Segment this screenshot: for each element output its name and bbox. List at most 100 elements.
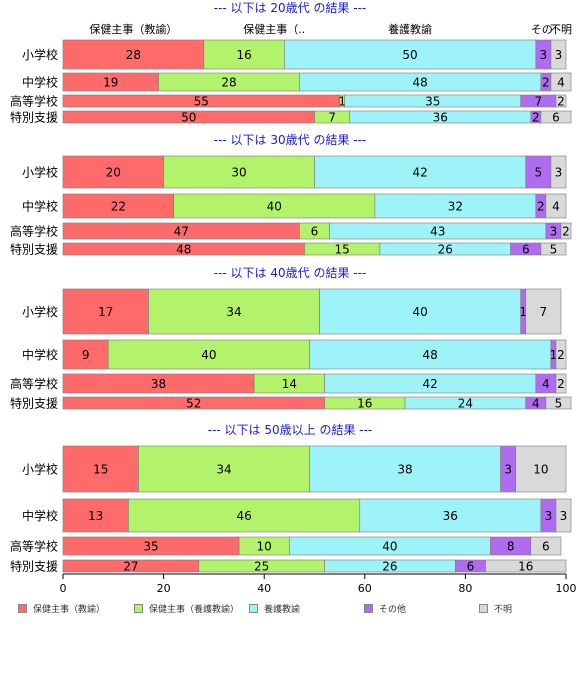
data-label: 10: [257, 540, 272, 554]
bar-segment: [560, 222, 572, 240]
data-label: 9: [82, 348, 90, 362]
data-label: 24: [458, 397, 473, 411]
category-label: 中学校: [22, 75, 58, 90]
bar-segment: [62, 498, 129, 533]
data-label: 3: [560, 509, 568, 523]
legend-swatch: [249, 604, 258, 613]
data-label: 40: [267, 200, 282, 214]
data-label: 35: [143, 540, 158, 554]
bar-segment: [555, 339, 567, 370]
bar-segment: [309, 445, 501, 493]
legend-item-kyoyu: 保健主事（教諭）: [18, 602, 105, 615]
data-label: 26: [382, 560, 397, 574]
x-tick-label: 40: [257, 582, 271, 595]
bar-segment: [545, 396, 572, 410]
data-label: 28: [221, 76, 236, 90]
data-label: 3: [555, 166, 563, 180]
bar-segment: [540, 110, 572, 124]
data-label: 15: [93, 463, 108, 477]
data-label: 30: [231, 166, 246, 180]
data-label: 4: [542, 377, 550, 391]
bar-segment: [485, 559, 567, 573]
data-label: 25: [254, 560, 269, 574]
category-label: 高等学校: [10, 94, 58, 109]
bar-segment: [555, 94, 567, 108]
data-label: 4: [557, 76, 565, 90]
data-label: 48: [176, 243, 191, 257]
data-label: 2: [542, 76, 550, 90]
data-label: 17: [98, 305, 113, 319]
data-label: 32: [448, 200, 463, 214]
category-label: 小学校: [22, 462, 58, 477]
data-label: 4: [532, 397, 540, 411]
category-label: 高等学校: [10, 539, 58, 554]
data-label: 50: [402, 48, 417, 62]
data-label: 19: [103, 76, 118, 90]
category-label: 特別支援: [10, 396, 58, 411]
bar-segment: [173, 193, 376, 219]
data-label: 34: [226, 305, 241, 319]
data-label: 16: [518, 560, 533, 574]
data-label: 2: [532, 111, 540, 125]
data-label: 48: [423, 348, 438, 362]
data-label: 35: [425, 95, 440, 109]
legend-label: 不明: [494, 605, 513, 615]
bar-segment: [107, 339, 310, 370]
bar-segment: [530, 536, 562, 556]
category-label: 小学校: [22, 47, 58, 62]
panel-title: --- 以下は 30歳代 の結果 ---: [214, 133, 367, 147]
data-label: 5: [550, 243, 558, 257]
data-label: 55: [194, 95, 209, 109]
x-tick-label: 100: [556, 582, 577, 595]
category-label: 中学校: [22, 508, 58, 523]
panel-title: --- 以下は 20歳代 の結果 ---: [214, 1, 367, 15]
column-header: 保健主事（教諭）: [89, 22, 177, 36]
column-header: 保健主事（..: [243, 22, 305, 36]
category-label: 高等学校: [10, 376, 58, 391]
bar-segment: [515, 445, 567, 493]
x-tick-label: 60: [358, 582, 372, 595]
column-header: 不明: [550, 23, 572, 36]
data-label: 2: [562, 225, 570, 239]
bar-segment: [62, 339, 109, 370]
data-label: 10: [533, 463, 548, 477]
data-label: 3: [540, 48, 548, 62]
data-label: 15: [335, 243, 350, 257]
legend: 保健主事（教諭） 保健主事（養護教諭） 養護教諭 その他 不明: [18, 602, 578, 618]
data-label: 27: [123, 560, 138, 574]
data-label: 7: [540, 305, 548, 319]
bar-segment: [138, 445, 310, 493]
data-label: 36: [433, 111, 448, 125]
data-label: 14: [282, 377, 297, 391]
data-label: 48: [412, 76, 427, 90]
bar-segment: [309, 339, 552, 370]
data-label: 8: [507, 540, 515, 554]
data-label: 40: [201, 348, 216, 362]
category-label: 高等学校: [10, 224, 58, 239]
legend-label: 保健主事（教諭）: [33, 605, 106, 615]
bar-segment: [203, 39, 285, 70]
data-label: 26: [438, 243, 453, 257]
data-label: 1: [550, 348, 558, 362]
data-label: 22: [111, 200, 126, 214]
panel-title: --- 以下は 40歳代 の結果 ---: [214, 266, 367, 280]
x-tick-label: 20: [157, 582, 171, 595]
category-label: 小学校: [22, 304, 58, 319]
legend-swatch: [364, 604, 373, 613]
bar-segment: [555, 373, 567, 394]
legend-item-other: その他: [364, 602, 406, 615]
data-label: 1: [519, 305, 527, 319]
bar-segment: [62, 288, 149, 335]
data-label: 7: [328, 111, 336, 125]
category-label: 特別支援: [10, 242, 58, 257]
legend-swatch: [18, 604, 27, 613]
bar-segment: [128, 498, 361, 533]
data-label: 4: [552, 200, 560, 214]
bar-segment: [319, 288, 522, 335]
data-label: 52: [186, 397, 201, 411]
data-label: 40: [382, 540, 397, 554]
bar-segment: [163, 155, 315, 189]
legend-label: その他: [379, 605, 407, 615]
legend-swatch: [479, 604, 488, 613]
